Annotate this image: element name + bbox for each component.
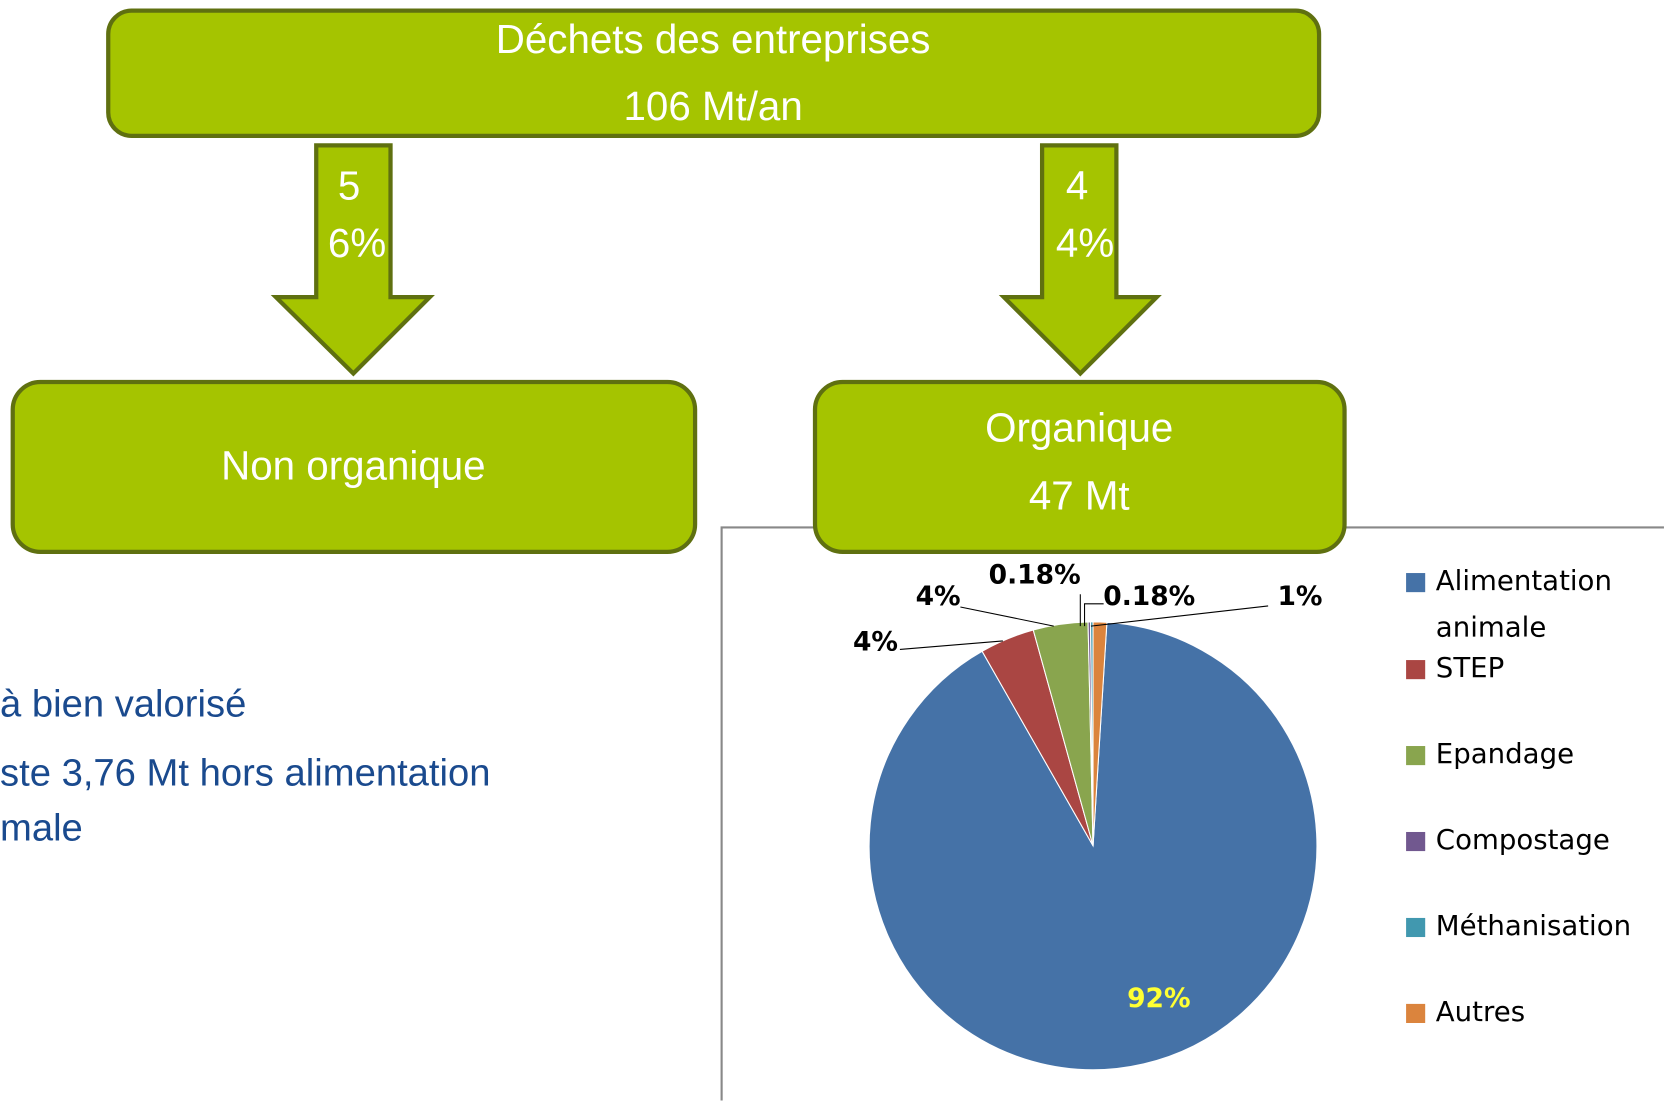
data-label: 92% xyxy=(1127,983,1190,1014)
legend-swatch xyxy=(1406,573,1426,593)
legend-swatch xyxy=(1406,746,1426,766)
data-label: 0.18% xyxy=(1103,581,1195,612)
data-label: 4% xyxy=(916,581,961,612)
arrow-label: 44% xyxy=(1055,164,1115,267)
pie-slice xyxy=(868,621,1318,1071)
legend-label: Méthanisation xyxy=(1435,910,1632,943)
left-box xyxy=(10,379,698,554)
pie-slice xyxy=(1092,621,1108,846)
bullet-text: male xyxy=(0,805,83,849)
legend-label: Alimentation animale xyxy=(1435,565,1612,645)
arrow-label: 56% xyxy=(327,164,387,267)
bullet-text: à bien valorisé xyxy=(0,681,247,725)
arrow xyxy=(998,143,1162,377)
chart-frame xyxy=(720,526,1664,1101)
legend-swatch xyxy=(1406,917,1426,938)
legend-label: Compostage xyxy=(1435,824,1610,857)
legend-swatch xyxy=(1406,660,1426,680)
bullet-text: ste 3,76 Mt hors alimentation xyxy=(0,750,491,794)
legend-label: STEP xyxy=(1435,652,1505,685)
box-subtitle: 106 Mt/an xyxy=(623,83,802,129)
legend-swatch xyxy=(1406,831,1426,852)
box-title: Organique xyxy=(985,405,1173,451)
leader-line xyxy=(960,606,1054,627)
legend-swatch xyxy=(1406,1003,1426,1023)
leader-line xyxy=(1090,605,1269,627)
data-label: 4% xyxy=(853,627,898,658)
box-subtitle: 47 Mt xyxy=(1029,472,1130,518)
legend-label: Epandage xyxy=(1435,738,1575,771)
leader-line xyxy=(1084,603,1104,627)
box-title: Non organique xyxy=(221,443,485,489)
legend-label: Autres xyxy=(1435,996,1526,1029)
arrow xyxy=(270,143,435,377)
data-label: 0.18% xyxy=(989,560,1081,591)
data-label: 1% xyxy=(1277,581,1322,612)
box-title: Déchets des entreprises xyxy=(496,16,931,62)
top-box xyxy=(106,8,1322,138)
leader-line xyxy=(899,640,1003,650)
right-box xyxy=(812,379,1347,554)
